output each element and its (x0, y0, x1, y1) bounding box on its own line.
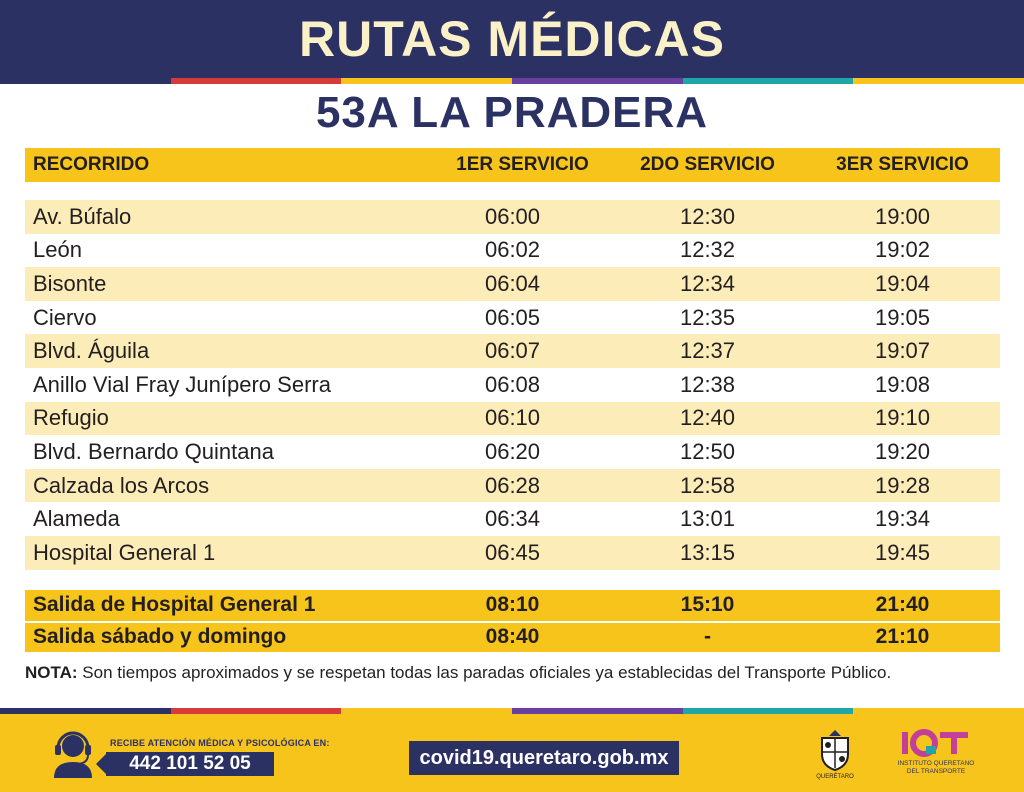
note-label: NOTA: (25, 663, 78, 682)
table-row: Ciervo 06:05 12:35 19:05 (25, 301, 1000, 335)
table-row: Alameda 06:34 13:01 19:34 (25, 502, 1000, 536)
departure-row: Salida sábado y domingo 08:40 - 21:10 (25, 620, 1000, 652)
schedule-table: RECORRIDO 1ER SERVICIO 2DO SERVICIO 3ER … (25, 148, 1000, 652)
stop-name: Calzada los Arcos (33, 472, 210, 498)
time-1: 06:05 (484, 304, 541, 330)
time-1: 06:00 (484, 203, 541, 229)
departure-time-2: - (704, 625, 711, 649)
table-row: Blvd. Águila 06:07 12:37 19:07 (25, 334, 1000, 368)
stop-name: Alameda (33, 506, 120, 532)
time-3: 19:08 (874, 371, 931, 397)
time-3: 19:10 (874, 405, 931, 431)
time-1: 06:45 (484, 539, 541, 565)
departure-rows: Salida de Hospital General 1 08:10 15:10… (25, 589, 1000, 652)
time-2: 12:50 (679, 438, 736, 464)
page-title: RUTAS MÉDICAS (299, 11, 725, 67)
time-2: 12:34 (679, 270, 736, 296)
stop-name: Refugio (33, 405, 109, 431)
time-3: 19:04 (874, 270, 931, 296)
header-service-3: 3ER SERVICIO (836, 154, 969, 175)
header-service-2: 2DO SERVICIO (640, 154, 775, 175)
time-1: 06:10 (484, 405, 541, 431)
time-3: 19:20 (874, 438, 931, 464)
time-2: 13:15 (679, 539, 736, 565)
time-1: 06:08 (484, 371, 541, 397)
table-row: Hospital General 1 06:45 13:15 19:45 (25, 535, 1000, 570)
time-3: 19:45 (874, 539, 931, 565)
table-row: Calzada los Arcos 06:28 12:58 19:28 (25, 468, 1000, 503)
phone-number[interactable]: 442 101 52 05 (106, 752, 274, 776)
time-3: 19:02 (874, 237, 931, 263)
note-text: NOTA: Son tiempos aproximados y se respe… (25, 663, 1005, 683)
table-row: Refugio 06:10 12:40 19:10 (25, 401, 1000, 436)
time-2: 12:37 (679, 338, 736, 364)
time-1: 06:07 (484, 338, 541, 364)
color-stripe-top (0, 78, 1024, 84)
stop-name: Ciervo (33, 304, 97, 330)
departure-time-2: 15:10 (680, 593, 735, 617)
stop-name: León (33, 237, 82, 263)
table-row: Anillo Vial Fray Junípero Serra 06:08 12… (25, 368, 1000, 402)
queretaro-shield-icon (821, 730, 849, 772)
stop-name: Hospital General 1 (33, 539, 216, 565)
time-3: 19:00 (874, 203, 931, 229)
table-row: Blvd. Bernardo Quintana 06:20 12:50 19:2… (25, 435, 1000, 469)
stop-name: Av. Búfalo (33, 203, 132, 229)
departure-time-1: 08:40 (485, 625, 540, 649)
page-footer: RECIBE ATENCIÓN MÉDICA Y PSICOLÓGICA EN:… (0, 714, 1024, 792)
departure-time-3: 21:40 (875, 593, 930, 617)
stop-rows: Av. Búfalo 06:00 12:30 19:00 León 06:02 … (25, 200, 1000, 570)
gov-label: QUERÉTARO (816, 774, 854, 780)
time-2: 12:35 (679, 304, 736, 330)
time-2: 12:30 (679, 203, 736, 229)
iqt-name: INSTITUTO QUERETANO (897, 760, 975, 767)
route-title: 53A LA PRADERA (315, 88, 709, 137)
departure-time-3: 21:10 (875, 625, 930, 649)
departure-row: Salida de Hospital General 1 08:10 15:10… (25, 589, 1000, 621)
website-link[interactable]: covid19.queretaro.gob.mx (409, 741, 679, 775)
table-row: Av. Búfalo 06:00 12:30 19:00 (25, 200, 1000, 234)
departure-label: Salida de Hospital General 1 (33, 593, 316, 617)
time-3: 19:28 (874, 472, 931, 498)
departure-label: Salida sábado y domingo (33, 625, 287, 649)
time-2: 13:01 (679, 506, 736, 532)
stop-name: Blvd. Águila (33, 338, 150, 364)
time-1: 06:28 (484, 472, 541, 498)
color-stripe-bottom (0, 708, 1024, 714)
time-2: 12:58 (679, 472, 736, 498)
iqt-logo-icon (902, 729, 968, 757)
time-1: 06:34 (484, 506, 541, 532)
iqt-label: INSTITUTO QUERETANO DEL TRANSPORTE (894, 760, 978, 776)
phone-arrow-icon (96, 754, 106, 774)
stop-name: Anillo Vial Fray Junípero Serra (33, 371, 331, 397)
table-header: RECORRIDO 1ER SERVICIO 2DO SERVICIO 3ER … (25, 148, 1000, 182)
page-header: RUTAS MÉDICAS (0, 0, 1024, 78)
note-body: Son tiempos aproximados y se respetan to… (77, 663, 892, 682)
table-row: Bisonte 06:04 12:34 19:04 (25, 267, 1000, 301)
iqt-sub: DEL TRANSPORTE (906, 768, 966, 775)
time-3: 19:05 (874, 304, 931, 330)
time-3: 19:07 (874, 338, 931, 364)
stop-name: Blvd. Bernardo Quintana (33, 438, 274, 464)
headset-icon (54, 731, 92, 778)
time-1: 06:02 (484, 237, 541, 263)
header-route: RECORRIDO (33, 154, 150, 175)
table-row: León 06:02 12:32 19:02 (25, 234, 1000, 268)
time-2: 12:32 (679, 237, 736, 263)
time-1: 06:20 (484, 438, 541, 464)
time-2: 12:38 (679, 371, 736, 397)
time-3: 19:34 (874, 506, 931, 532)
stop-name: Bisonte (33, 270, 107, 296)
header-service-1: 1ER SERVICIO (456, 154, 589, 175)
time-1: 06:04 (484, 270, 541, 296)
time-2: 12:40 (679, 405, 736, 431)
attention-label: RECIBE ATENCIÓN MÉDICA Y PSICOLÓGICA EN: (110, 738, 330, 748)
departure-time-1: 08:10 (485, 593, 540, 617)
